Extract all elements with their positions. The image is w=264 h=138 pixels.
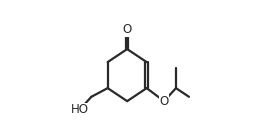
Text: HO: HO	[70, 103, 88, 116]
Text: O: O	[122, 23, 132, 36]
Text: O: O	[159, 95, 169, 108]
